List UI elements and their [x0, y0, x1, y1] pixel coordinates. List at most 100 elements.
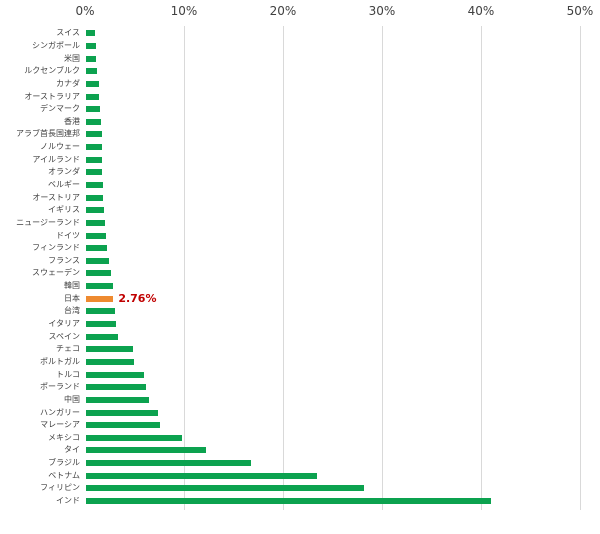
category-label: ハンガリー: [40, 407, 80, 417]
x-tick-label: 10%: [170, 4, 198, 18]
bar: [86, 485, 365, 492]
category-label: デンマーク: [40, 104, 80, 114]
bar-row: ノルウェー: [0, 141, 600, 154]
bar-row: インド: [0, 495, 600, 508]
bar: [86, 270, 111, 277]
bar: [86, 333, 118, 340]
x-tick-label: 30%: [368, 4, 396, 18]
bar-row: ルクセンブルク: [0, 65, 600, 78]
bar: [86, 257, 110, 264]
bar-row: タイ: [0, 444, 600, 457]
category-label: スイス: [56, 28, 80, 38]
bar: [86, 358, 134, 365]
bar-row: 日本 2.76%: [0, 292, 600, 305]
bar: [86, 232, 107, 239]
bar-row: ポーランド: [0, 381, 600, 394]
bar-row: スペイン: [0, 330, 600, 343]
category-label: ブラジル: [48, 458, 80, 468]
category-label: 日本: [64, 293, 80, 303]
gridline: [283, 26, 284, 510]
bar-row: ベルギー: [0, 179, 600, 192]
bar: [86, 498, 491, 505]
category-label: フランス: [48, 255, 80, 265]
bar-row: スウェーデン: [0, 267, 600, 280]
bar: [86, 409, 159, 416]
bar: [86, 30, 95, 37]
gridline: [184, 26, 185, 510]
category-label: オーストラリア: [24, 91, 80, 101]
bar-row: フランス: [0, 255, 600, 268]
category-label: ノルウェー: [40, 142, 80, 152]
bar: [86, 131, 102, 138]
category-label: ベルギー: [48, 180, 80, 189]
category-label: シンガポール: [32, 40, 80, 50]
category-label: カナダ: [56, 78, 80, 88]
gridline: [580, 26, 581, 510]
bar: [86, 245, 107, 252]
x-tick-label: 0%: [75, 4, 95, 18]
bar: [86, 219, 105, 226]
bar: [86, 182, 103, 188]
bar-row: イタリア: [0, 318, 600, 331]
bar: [86, 422, 161, 429]
category-label: オーストリア: [32, 192, 80, 202]
category-label: トルコ: [56, 369, 80, 379]
category-label: 香港: [64, 116, 80, 126]
bar-row: オーストリア: [0, 191, 600, 204]
bar-row: ブラジル: [0, 457, 600, 470]
bar-row: フィンランド: [0, 242, 600, 255]
bar: [86, 156, 103, 163]
bar-row: ドイツ: [0, 229, 600, 242]
bar: [86, 384, 147, 391]
category-label: タイ: [64, 445, 80, 455]
bar: [86, 118, 102, 125]
bar: [86, 42, 96, 49]
bar-row: アラブ首長国連邦: [0, 128, 600, 141]
bar: [86, 68, 97, 75]
bar-row: オランダ: [0, 166, 600, 179]
bar: [86, 93, 100, 100]
bar: [86, 55, 97, 62]
category-label: ポーランド: [40, 382, 80, 392]
bar-row: マレーシア: [0, 419, 600, 432]
category-label: スウェーデン: [32, 268, 80, 278]
bar-row: 中国: [0, 394, 600, 407]
bar-row: カナダ: [0, 78, 600, 91]
category-label: スペイン: [48, 331, 80, 341]
bar-row: ポルトガル: [0, 356, 600, 369]
gridline: [382, 26, 383, 510]
highlight-bar: [86, 295, 114, 302]
bar-row: 台湾: [0, 305, 600, 318]
bar-row: 香港: [0, 115, 600, 128]
category-label: 韓国: [64, 281, 80, 291]
bar: [86, 346, 134, 353]
category-label: 中国: [64, 394, 80, 404]
x-tick-label: 40%: [467, 4, 495, 18]
bar: [86, 321, 117, 328]
bar-row: 米国: [0, 52, 600, 65]
bar: [86, 106, 100, 113]
gridline: [481, 26, 482, 510]
bar: [86, 169, 103, 176]
category-label: アイルランド: [32, 154, 80, 164]
bar-row: アイルランド: [0, 153, 600, 166]
bar: [86, 80, 100, 87]
category-label: メキシコ: [48, 432, 80, 442]
bar-row: フィリピン: [0, 482, 600, 495]
category-label: フィリピン: [40, 483, 80, 493]
bar: [86, 194, 103, 201]
category-label: 台湾: [64, 306, 80, 316]
bar: [86, 283, 113, 290]
bar-row: デンマーク: [0, 103, 600, 116]
bar: [86, 308, 115, 315]
bar-row: ベトナム: [0, 469, 600, 482]
bar: [86, 207, 105, 214]
bar-row: イギリス: [0, 204, 600, 217]
category-label: ニュージーランド: [16, 217, 80, 227]
bar-row: メキシコ: [0, 432, 600, 445]
category-label: ルクセンブルク: [24, 66, 80, 76]
value-callout: 2.76%: [118, 292, 157, 306]
bar-row: チェコ: [0, 343, 600, 356]
x-tick-label: 20%: [269, 4, 297, 18]
